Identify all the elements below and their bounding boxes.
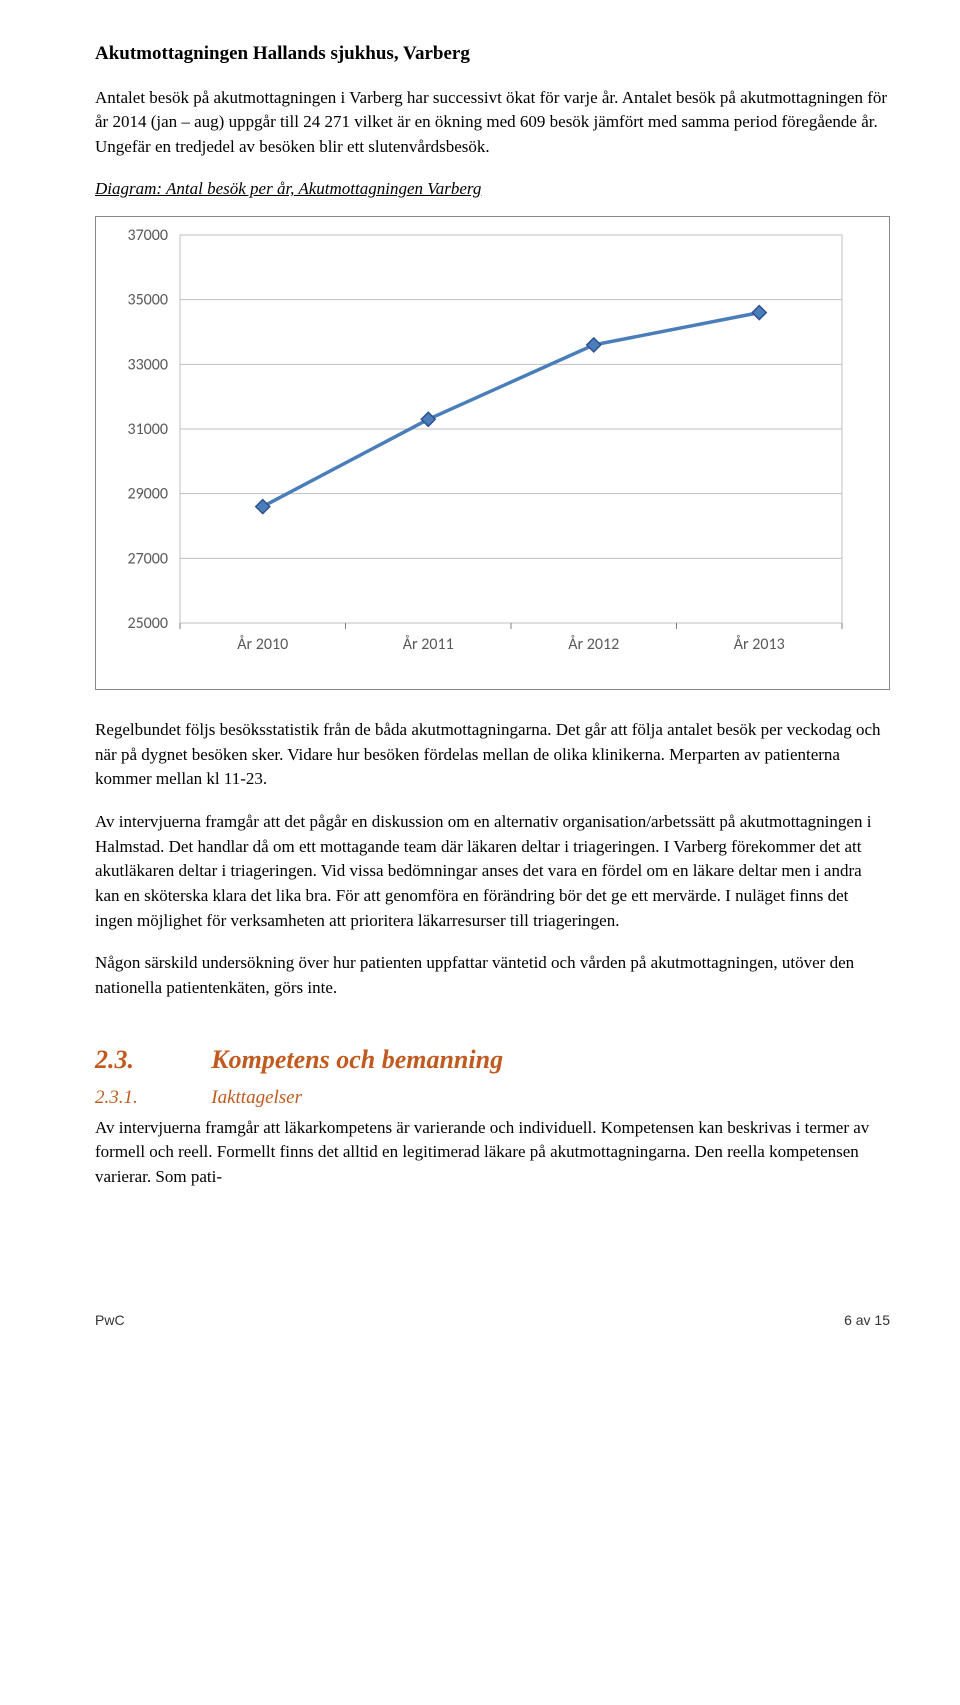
- line-chart: 25000 27000 29000 31000 33000 35000 37000 År 20…: [102, 223, 852, 683]
- footer-left: PwC: [95, 1310, 125, 1330]
- svg-text:33000: 33000: [127, 355, 168, 374]
- section-title: Kompetens och bemanning: [211, 1041, 503, 1079]
- svg-text:31000: 31000: [127, 420, 168, 439]
- svg-text:År 2013: År 2013: [734, 635, 785, 654]
- page-heading: Akutmottagningen Hallands sjukhus, Varbe…: [95, 40, 890, 68]
- subsection-heading: 2.3.1. Iakttagelser: [95, 1084, 890, 1112]
- svg-text:29000: 29000: [127, 485, 168, 504]
- paragraph-5: Av intervjuerna framgår att läkarkompete…: [95, 1116, 890, 1190]
- svg-text:År 2012: År 2012: [568, 635, 619, 654]
- section-heading: 2.3. Kompetens och bemanning: [95, 1041, 890, 1079]
- footer-right: 6 av 15: [844, 1310, 890, 1330]
- svg-text:35000: 35000: [127, 291, 168, 310]
- paragraph-4: Någon särskild undersökning över hur pat…: [95, 951, 890, 1000]
- svg-text:37000: 37000: [127, 226, 168, 245]
- chart-container: 25000 27000 29000 31000 33000 35000 37000 År 20…: [95, 216, 890, 690]
- section-number: 2.3.: [95, 1041, 207, 1079]
- paragraph-3: Av intervjuerna framgår att det pågår en…: [95, 810, 890, 933]
- paragraph-2: Regelbundet följs besöksstatistik från d…: [95, 718, 890, 792]
- svg-text:25000: 25000: [127, 614, 168, 633]
- subsection-title: Iakttagelser: [211, 1084, 302, 1112]
- svg-text:År 2010: År 2010: [237, 635, 288, 654]
- svg-text:27000: 27000: [127, 549, 168, 568]
- subsection-number: 2.3.1.: [95, 1084, 207, 1112]
- page-footer: PwC 6 av 15: [95, 1310, 890, 1330]
- svg-text:År 2011: År 2011: [403, 635, 454, 654]
- paragraph-1: Antalet besök på akutmottagningen i Varb…: [95, 86, 890, 160]
- diagram-caption: Diagram: Antal besök per år, Akutmottagn…: [95, 177, 890, 202]
